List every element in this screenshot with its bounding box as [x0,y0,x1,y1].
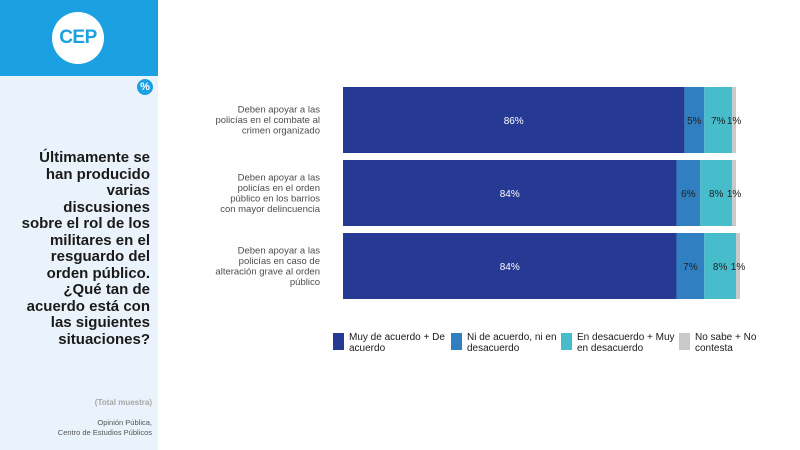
percent-icon: % [137,79,153,95]
data-label: 6% [681,189,696,200]
category-label-line: público en los barrios [230,193,320,204]
data-label: 8% [713,262,728,273]
logo-text: CEP [59,27,97,48]
legend-swatch [333,333,344,350]
data-label: 7% [711,116,726,127]
bar-segment [704,87,733,153]
category-label-line: crimen organizado [242,126,320,137]
category-label-line: Deben apoyar a las [238,172,321,183]
data-label: 8% [709,189,724,200]
data-label: 1% [727,116,742,127]
bar-segment [676,233,705,299]
category-label-line: Deben apoyar a las [238,245,321,256]
sidebar-header: CEP [0,0,158,76]
cep-logo: CEP [52,12,104,64]
bar-segment [704,233,737,299]
legend-label: Muy de acuerdo + De acuerdo [349,332,445,354]
source-note: Opinión Pública, Centro de Estudios Públ… [2,418,152,438]
data-label: 86% [504,116,524,127]
category-label-line: con mayor delincuencia [220,204,321,215]
legend-swatch [679,333,690,350]
category-label: Deben apoyar a las policías en caso de alt… [215,245,320,288]
category-label: Deben apoyar a las policías en el orden pú… [220,172,321,215]
stacked-bar-chart: Deben apoyar a las policías en el combate… [215,87,746,299]
bar-segment [343,160,677,226]
sidebar-panel: CEP % Últimamente se han producido varia… [0,0,158,450]
legend-item: Muy de acuerdo + De acuerdo [333,332,449,354]
category-label-line: policías en el orden [238,183,320,194]
data-label: 84% [500,262,520,273]
bar-segment [684,87,705,153]
category-label-line: alteración grave al orden [215,266,320,277]
legend-label: En desacuerdo + Muy en desacuerdo [577,332,675,354]
question-text: Últimamente se han producido varias disc… [21,149,150,348]
data-label: 7% [683,262,698,273]
data-label: 84% [500,189,520,200]
sample-note: (Total muestra) [94,398,152,407]
bar-segment [736,233,740,299]
category-label: Deben apoyar a las policías en el combate… [215,105,320,137]
bar-segment [343,87,685,153]
legend-swatch [451,333,462,350]
source-line: Centro de Estudios Públicos [57,428,152,437]
bar-segment [732,160,737,226]
data-label: 5% [687,116,702,127]
legend-swatch [561,333,572,350]
source-line: Opinión Pública, [97,418,152,427]
bar-segment [700,160,733,226]
category-label-line: policías en caso de [239,256,320,267]
bar-segment [343,233,677,299]
legend-label: No sabe + No contesta [695,332,757,354]
legend-item: Ni de acuerdo, ni en desacuerdo [451,332,567,354]
legend-item: En desacuerdo + Muy en desacuerdo [561,332,677,354]
legend-item: No sabe + No contesta [679,332,775,354]
category-label-line: público [290,277,320,288]
bar-segment [732,87,737,153]
data-label: 1% [731,262,746,273]
category-label-line: policías en el combate al [215,115,320,126]
legend-label: Ni de acuerdo, ni en desacuerdo [467,332,557,354]
bar-segment [676,160,701,226]
category-label-line: Deben apoyar a las [238,105,321,116]
data-label: 1% [727,189,742,200]
